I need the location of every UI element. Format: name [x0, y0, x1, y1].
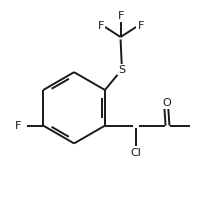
Text: O: O [193, 121, 202, 131]
Text: S: S [118, 65, 125, 75]
Text: F: F [15, 121, 22, 131]
Text: F: F [97, 21, 104, 31]
Text: F: F [137, 21, 144, 31]
Text: O: O [192, 121, 201, 131]
Text: F: F [118, 11, 124, 21]
Text: Cl: Cl [131, 148, 142, 158]
Text: O: O [162, 98, 171, 108]
